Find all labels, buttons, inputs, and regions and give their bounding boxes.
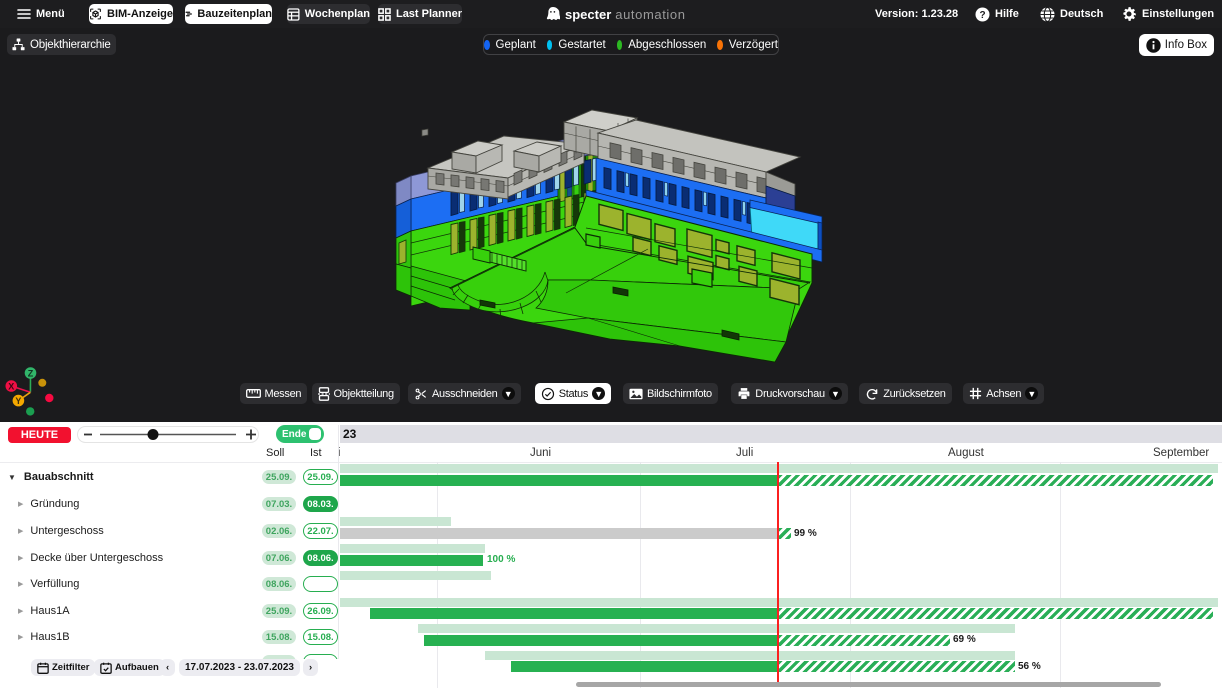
svg-text:?: ?: [979, 10, 985, 21]
svg-text:X: X: [8, 382, 14, 392]
svg-text:Z: Z: [28, 369, 34, 379]
svg-text:Y: Y: [15, 396, 21, 406]
